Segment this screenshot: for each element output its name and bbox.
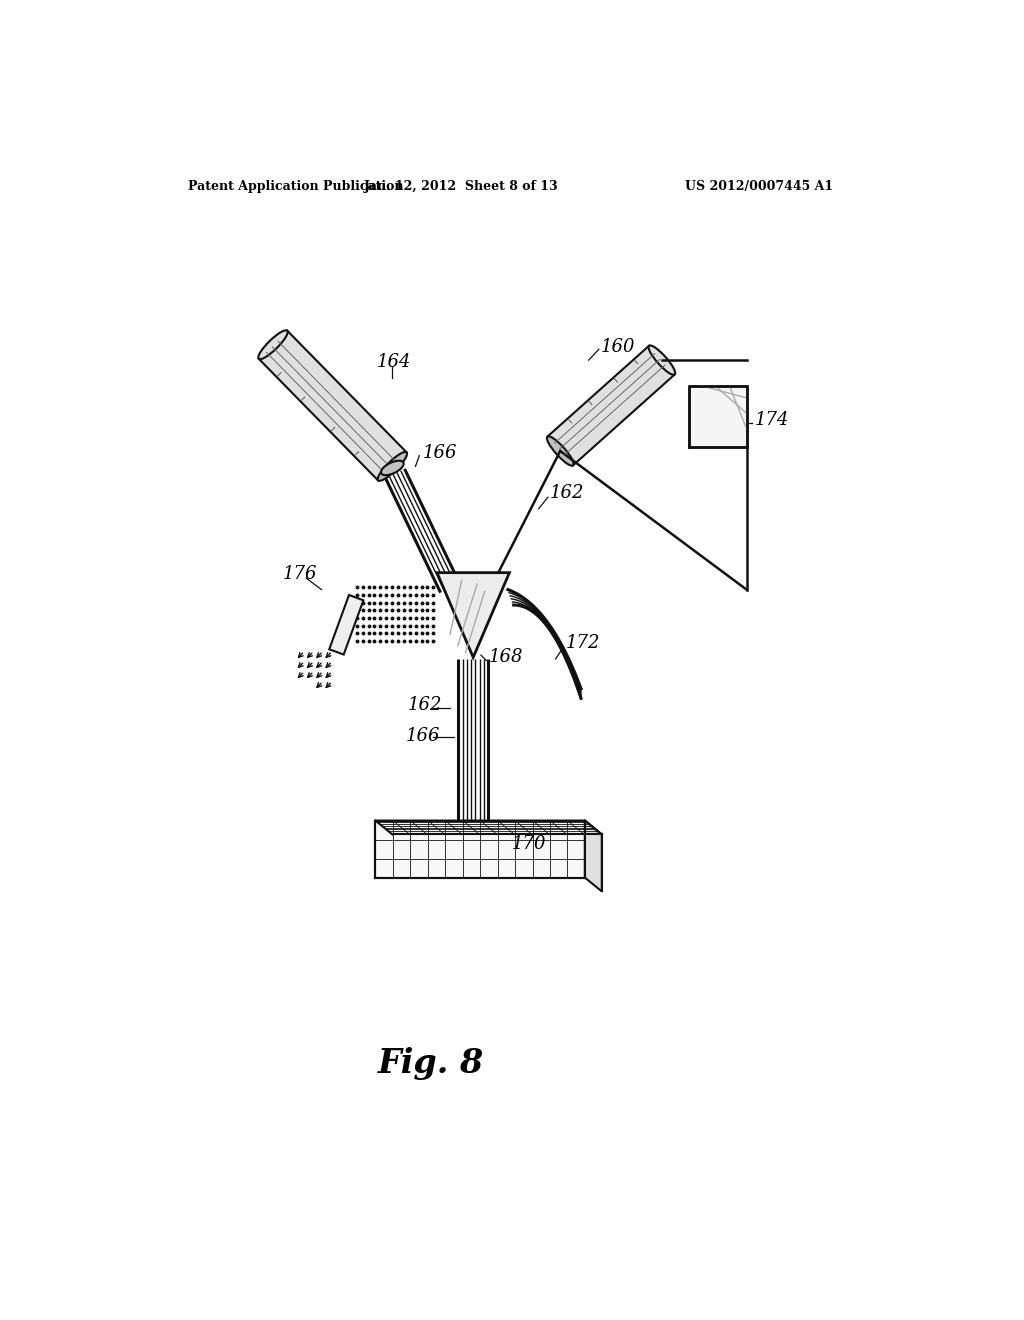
Polygon shape xyxy=(437,573,509,657)
Text: 166: 166 xyxy=(423,444,458,462)
Text: US 2012/0007445 A1: US 2012/0007445 A1 xyxy=(685,181,834,194)
Text: Jan. 12, 2012  Sheet 8 of 13: Jan. 12, 2012 Sheet 8 of 13 xyxy=(365,181,559,194)
Polygon shape xyxy=(259,331,407,480)
Polygon shape xyxy=(548,346,675,466)
Polygon shape xyxy=(376,821,602,834)
Polygon shape xyxy=(585,821,602,891)
Text: 162: 162 xyxy=(550,484,585,503)
Ellipse shape xyxy=(648,346,675,375)
Ellipse shape xyxy=(381,461,403,475)
Text: 168: 168 xyxy=(488,648,523,667)
Ellipse shape xyxy=(258,330,288,359)
Text: 164: 164 xyxy=(377,354,412,371)
Text: 170: 170 xyxy=(512,834,546,853)
Polygon shape xyxy=(376,821,585,878)
Text: 160: 160 xyxy=(600,338,635,356)
Text: 174: 174 xyxy=(755,412,788,429)
Bar xyxy=(330,595,364,655)
Bar xyxy=(689,385,746,447)
Text: Patent Application Publication: Patent Application Publication xyxy=(188,181,403,194)
Ellipse shape xyxy=(547,437,573,466)
Ellipse shape xyxy=(378,451,408,480)
Text: 172: 172 xyxy=(565,635,600,652)
Text: 166: 166 xyxy=(407,727,440,744)
Text: 176: 176 xyxy=(283,565,317,583)
Text: 162: 162 xyxy=(408,696,442,714)
Text: Fig. 8: Fig. 8 xyxy=(378,1047,484,1080)
